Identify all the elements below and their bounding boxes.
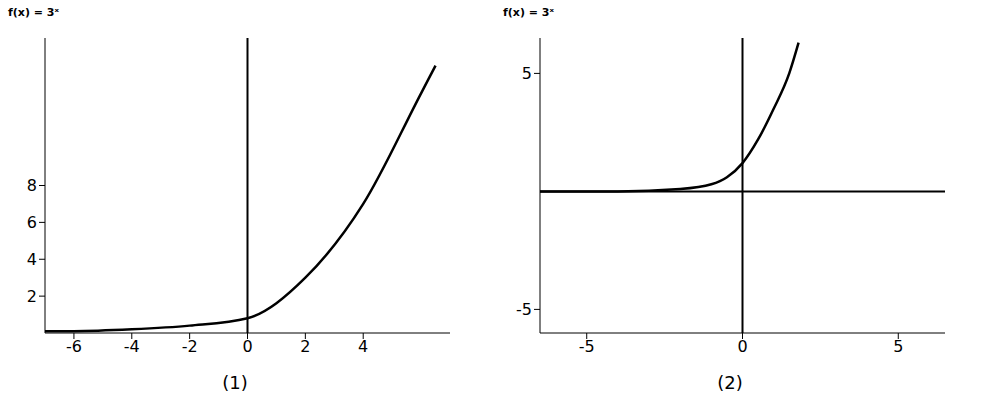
svg-text:6: 6 — [27, 213, 37, 232]
svg-text:0: 0 — [737, 337, 747, 356]
html-text:f(x) = 3ˣ: f(x) = 3ˣ — [503, 6, 554, 19]
svg-text:4: 4 — [27, 250, 37, 269]
svg-text:8: 8 — [27, 176, 37, 195]
svg-text:4: 4 — [358, 337, 368, 356]
svg-text:0: 0 — [242, 337, 252, 356]
svg-text:2: 2 — [300, 337, 310, 356]
html-text:(2): (2) — [717, 372, 743, 393]
html-text:(1): (1) — [222, 372, 248, 393]
html-text:f(x) = 3ˣ: f(x) = 3ˣ — [8, 6, 59, 19]
svg-text:5: 5 — [893, 337, 903, 356]
svg-text:-5: -5 — [516, 300, 532, 319]
svg-text:-2: -2 — [182, 337, 198, 356]
svg-text:-5: -5 — [579, 337, 595, 356]
svg-text:2: 2 — [27, 287, 37, 306]
svg-text:-4: -4 — [124, 337, 140, 356]
svg-text:5: 5 — [522, 64, 532, 83]
svg-text:-6: -6 — [66, 337, 82, 356]
